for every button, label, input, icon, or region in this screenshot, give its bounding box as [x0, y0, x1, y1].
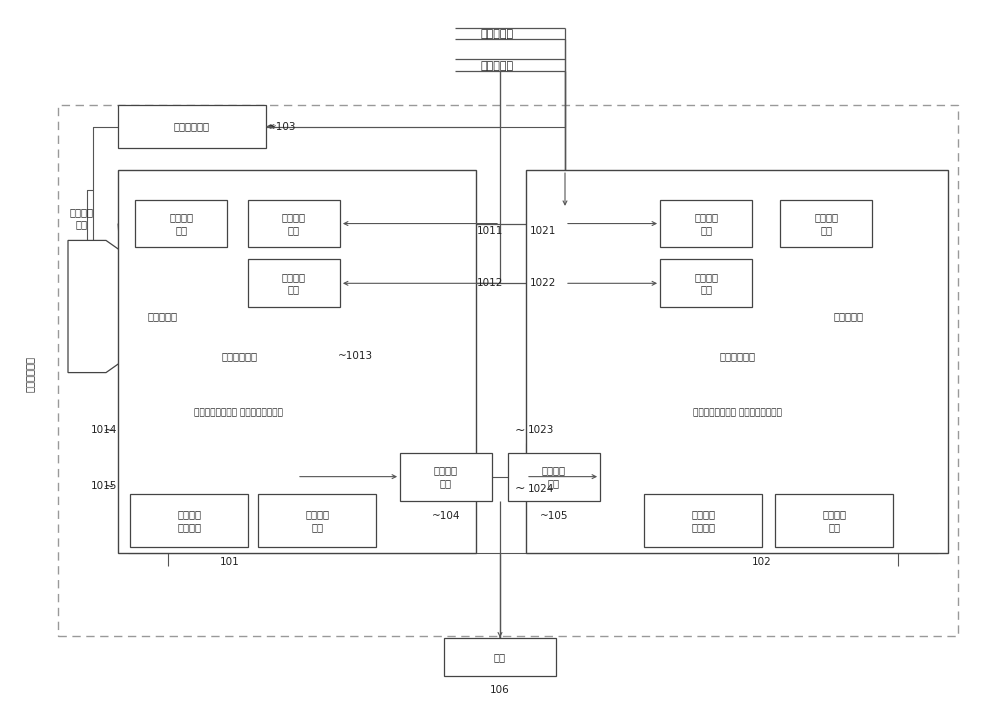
Bar: [135, 200, 227, 247]
Text: 第一直流
母排: 第一直流 母排: [305, 510, 329, 531]
Text: 第一监控单元: 第一监控单元: [222, 352, 258, 361]
Text: ~105: ~105: [540, 511, 568, 521]
Bar: [248, 259, 340, 307]
Text: 给模块供电: 给模块供电: [833, 311, 863, 321]
Text: 第一交流分组模块 第一直流模块并联: 第一交流分组模块 第一直流模块并联: [194, 408, 282, 417]
Text: 101: 101: [220, 557, 240, 567]
Text: 第三电操
装置: 第三电操 装置: [694, 212, 718, 235]
Bar: [444, 638, 556, 676]
Text: ~1013: ~1013: [338, 352, 373, 361]
Text: 1021: 1021: [530, 226, 556, 236]
Text: 第二互锁
开关: 第二互锁 开关: [814, 212, 838, 235]
Text: 106: 106: [490, 685, 510, 695]
Text: 102: 102: [752, 557, 772, 567]
Text: 第二监控单元: 第二监控单元: [719, 352, 755, 361]
Bar: [775, 494, 893, 547]
Text: 微机监测中心: 微机监测中心: [174, 122, 210, 131]
Text: 二路电进线: 二路电进线: [480, 29, 514, 39]
Bar: [248, 200, 340, 247]
Bar: [258, 494, 376, 547]
Bar: [118, 105, 266, 148]
Text: ~: ~: [104, 424, 114, 437]
Bar: [400, 453, 492, 501]
Text: 1024: 1024: [528, 484, 554, 494]
Text: 第二交流
分组输出: 第二交流 分组输出: [691, 510, 715, 531]
Text: 第二交流分组模块 第二直流模块并联: 第二交流分组模块 第二直流模块并联: [693, 408, 781, 417]
Bar: [130, 494, 248, 547]
Text: 1012: 1012: [477, 278, 503, 288]
Bar: [780, 200, 872, 247]
Text: 负载: 负载: [494, 652, 506, 662]
Text: 第四电操
装置: 第四电操 装置: [694, 272, 718, 295]
Polygon shape: [68, 240, 120, 373]
Bar: [526, 170, 948, 553]
Text: 1015: 1015: [91, 482, 117, 491]
Bar: [660, 200, 752, 247]
Text: 1022: 1022: [530, 278, 556, 288]
Bar: [660, 259, 752, 307]
Text: ~: ~: [104, 480, 114, 493]
Text: 第二电操
装置: 第二电操 装置: [282, 272, 306, 295]
Text: 第二监控单元: 第二监控单元: [25, 356, 35, 392]
Text: 第一互锁
开关: 第一互锁 开关: [169, 212, 193, 235]
Text: 第二直流
母排: 第二直流 母排: [822, 510, 846, 531]
Text: 第五电操
装置: 第五电操 装置: [434, 465, 458, 488]
Text: 1014: 1014: [91, 425, 117, 435]
Bar: [508, 453, 600, 501]
Bar: [58, 105, 958, 636]
Text: 第一电操
装置: 第一电操 装置: [282, 212, 306, 235]
Text: ~: ~: [514, 482, 525, 495]
Text: 1011: 1011: [477, 226, 503, 236]
Text: 1023: 1023: [528, 425, 554, 435]
Bar: [644, 494, 762, 547]
Bar: [118, 170, 476, 553]
Text: ~: ~: [514, 424, 525, 437]
Text: 第一交流
分组输出: 第一交流 分组输出: [177, 510, 201, 531]
Text: ~103: ~103: [268, 122, 296, 131]
Text: 监控互锁
开关: 监控互锁 开关: [70, 207, 94, 229]
Text: 一路电进线: 一路电进线: [480, 61, 514, 71]
Text: 给模块供电: 给模块供电: [148, 311, 178, 321]
Text: 第六电操
装置: 第六电操 装置: [542, 465, 566, 488]
Text: ~104: ~104: [432, 511, 460, 521]
